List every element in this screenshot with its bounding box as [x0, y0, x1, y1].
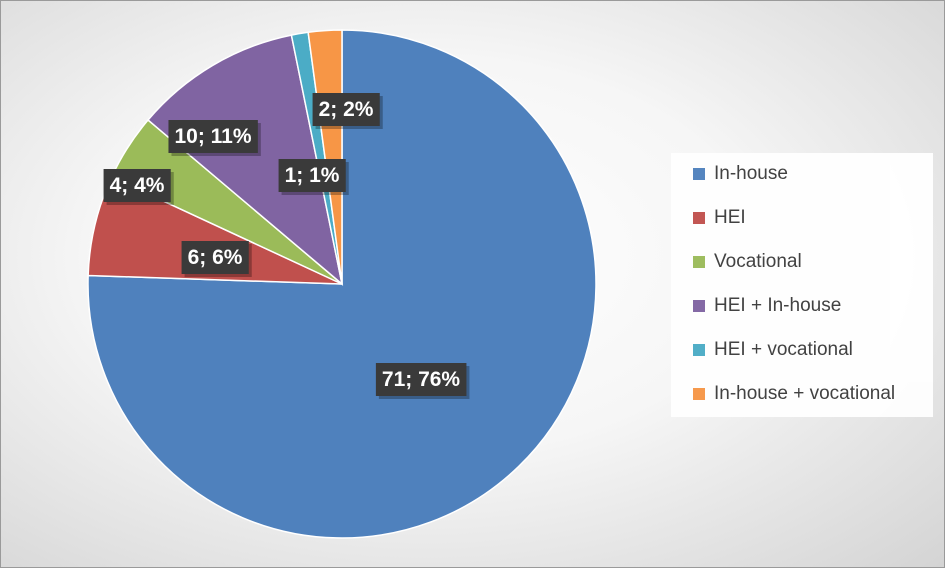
legend-label: HEI: [714, 207, 746, 228]
data-label-box: [168, 120, 258, 153]
legend-swatch: [693, 256, 705, 268]
legend-item-hei-in-house: HEI + In-house: [693, 293, 841, 319]
data-label: 10; 11%: [168, 120, 261, 156]
data-label-text: 1; 1%: [285, 164, 340, 187]
legend-label: In-house + vocational: [714, 383, 896, 404]
data-label-box: [103, 169, 171, 202]
legend-item-vocational: Vocational: [693, 249, 802, 275]
data-labels: 71; 76% 6; 6% 4; 4% 10; 11% 1; 1% 2; 2%: [103, 93, 470, 399]
legend-swatch: [693, 212, 705, 224]
data-label-text: 6; 6%: [188, 246, 243, 269]
legend-swatch: [693, 344, 705, 356]
legend-swatch: [693, 168, 705, 180]
legend-swatch: [693, 300, 705, 312]
pie-slice-hei-in-house: [146, 34, 344, 286]
legend-label: In-house: [714, 163, 788, 184]
legend-item-in-house-vocational: In-house + vocational: [693, 381, 895, 407]
data-label: 1; 1%: [278, 159, 349, 195]
data-label: 71; 76%: [375, 363, 470, 399]
data-label-text: 10; 11%: [174, 125, 251, 148]
data-label-box: [312, 93, 380, 126]
legend-item-in-house: In-house: [693, 161, 788, 187]
data-label-text: 4; 4%: [110, 174, 165, 197]
legend: In-house HEI Vocational HEI + In-house H…: [671, 153, 933, 417]
legend-item-hei-vocational: HEI + vocational: [693, 337, 853, 363]
data-label-text: 2; 2%: [319, 98, 374, 121]
data-label: 6; 6%: [181, 241, 252, 277]
pie-slices: [87, 29, 597, 539]
data-label: 4; 4%: [103, 169, 174, 205]
data-label-text: 71; 76%: [382, 368, 461, 391]
data-label-box: [278, 159, 346, 192]
data-label: 2; 2%: [312, 93, 383, 129]
data-label-box: [375, 363, 467, 396]
data-label-box: [181, 241, 249, 274]
legend-swatch: [693, 388, 705, 400]
legend-label: Vocational: [714, 251, 802, 272]
legend-label: HEI + In-house: [714, 295, 842, 316]
legend-label: HEI + vocational: [714, 339, 853, 360]
legend-item-hei: HEI: [693, 205, 746, 231]
